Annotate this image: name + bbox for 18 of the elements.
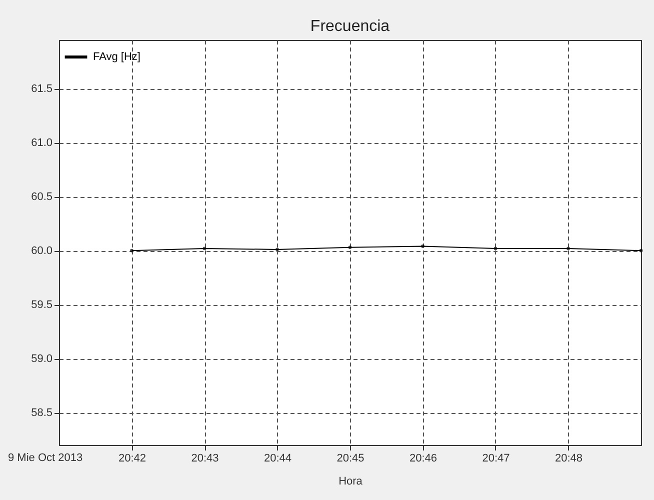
y-tick-label: 59.5 <box>31 299 52 312</box>
x-tick-label: 20:44 <box>264 452 292 464</box>
x-axis-title: Hora <box>338 476 364 488</box>
legend-label: FAvg [Hz] <box>93 51 140 63</box>
x-tick-label: 20:48 <box>554 452 583 464</box>
x-tick-label: 20:46 <box>409 452 438 464</box>
y-tick-label: 59.0 <box>31 353 52 366</box>
y-tick-label: 61.5 <box>31 83 52 96</box>
x-tick-label: 20:45 <box>336 452 364 464</box>
x-tick-label: 20:42 <box>118 452 146 464</box>
y-tick-label: 60.5 <box>31 191 52 204</box>
y-tick-label: 60.0 <box>31 245 52 258</box>
x-tick-label: 20:43 <box>191 452 219 464</box>
y-tick-label: 61.0 <box>31 137 52 150</box>
chart-title: Frecuencia <box>310 18 390 35</box>
text: 9 Mie Oct 2013 <box>8 452 83 464</box>
y-tick-label: 58.5 <box>31 407 52 420</box>
x-tick-label: 20:47 <box>482 452 510 464</box>
